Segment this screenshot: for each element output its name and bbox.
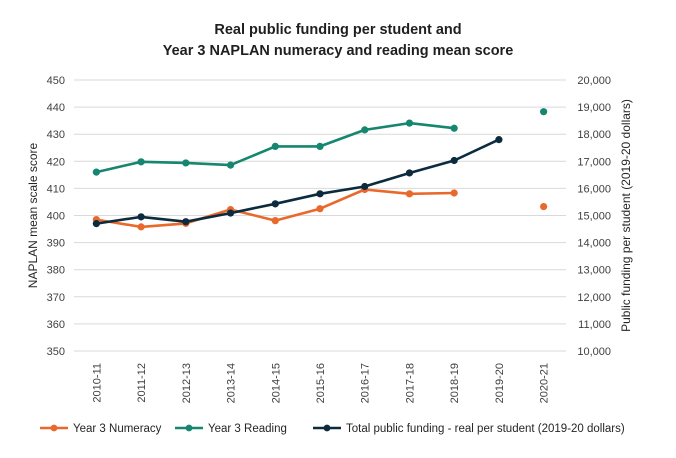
y-right-tick-label: 13,000 (577, 265, 611, 277)
x-tick-label: 2016-17 (360, 363, 372, 403)
data-point-series-2 (405, 119, 414, 127)
data-point-series-1 (405, 190, 414, 198)
y-right-axis-label: Public funding per student (2019-20 doll… (619, 99, 633, 332)
x-tick-label: 2011-12 (136, 363, 148, 403)
data-point-series-2 (540, 108, 548, 116)
x-tick-label: 2015-16 (315, 363, 327, 403)
legend-marker-2 (185, 424, 193, 432)
y-right-tick-label: 19,000 (577, 102, 611, 114)
x-tick-label: 2017-18 (404, 363, 416, 403)
data-point-series-2 (271, 142, 279, 150)
y-right-tick-label: 20,000 (577, 75, 611, 87)
legend-label-1: Year 3 Numeracy (73, 423, 162, 435)
data-point-series-3 (226, 209, 235, 217)
y-left-tick-label: 350 (47, 346, 65, 358)
data-point-series-1 (316, 205, 324, 213)
data-point-series-2 (92, 168, 100, 176)
y-right-tick-label: 10,000 (577, 346, 611, 358)
chart-title-line-2: Year 3 NAPLAN numeracy and reading mean … (162, 43, 514, 59)
series-line-3 (96, 138, 500, 225)
legend-label-2: Year 3 Reading (208, 423, 287, 435)
legend-marker-3 (323, 424, 331, 432)
x-tick-label: 2019-20 (494, 363, 506, 403)
x-tick-label: 2014-15 (270, 363, 282, 403)
y-left-tick-label: 420 (47, 156, 65, 168)
chart-title: Real public funding per student and Year… (0, 20, 676, 62)
data-point-series-2 (450, 124, 458, 132)
x-tick-label: 2018-19 (449, 363, 461, 403)
legend-label-3: Total public funding - real per student … (346, 423, 625, 435)
data-point-series-2 (361, 126, 369, 134)
data-point-series-1 (450, 189, 458, 197)
legend-marker-1 (50, 424, 58, 432)
x-tick-label: 2020-21 (539, 363, 551, 403)
y-left-tick-label: 370 (47, 292, 65, 304)
data-point-series-3 (316, 190, 324, 198)
x-tick-label: 2012-13 (181, 363, 193, 403)
x-tick-label: 2013-14 (226, 363, 238, 403)
data-point-series-2 (137, 158, 145, 166)
y-right-tick-label: 11,000 (578, 319, 611, 331)
y-left-tick-label: 390 (47, 238, 65, 250)
chart-title-line-1: Real public funding per student and (214, 22, 462, 38)
data-point-series-3 (137, 213, 145, 221)
data-point-series-3 (182, 218, 190, 226)
y-right-tick-label: 16,000 (577, 183, 611, 195)
y-right-tick-label: 18,000 (577, 129, 611, 141)
y-left-tick-label: 410 (47, 183, 65, 195)
y-right-tick-label: 14,000 (577, 238, 611, 250)
data-point-series-2 (226, 161, 235, 169)
y-left-tick-label: 360 (47, 319, 65, 331)
data-point-series-3 (495, 136, 503, 144)
y-right-tick-label: 12,000 (577, 292, 611, 304)
y-left-axis-label: NAPLAN mean scale score (26, 142, 40, 288)
data-point-series-3 (92, 220, 100, 228)
data-point-series-3 (450, 156, 458, 165)
data-point-series-2 (316, 142, 324, 150)
y-left-tick-label: 400 (47, 211, 65, 223)
y-left-tick-label: 380 (47, 265, 65, 277)
data-point-series-3 (361, 182, 369, 191)
y-right-tick-label: 15,000 (577, 211, 611, 223)
data-point-series-1 (540, 202, 548, 211)
data-point-series-2 (182, 159, 190, 167)
data-point-series-3 (405, 169, 414, 177)
data-point-series-1 (271, 217, 279, 225)
y-left-tick-label: 450 (47, 75, 65, 87)
data-point-series-1 (137, 223, 145, 231)
y-right-tick-label: 17,000 (577, 156, 611, 168)
y-left-tick-label: 430 (47, 129, 65, 141)
y-left-tick-label: 440 (47, 102, 65, 114)
data-point-series-3 (271, 200, 279, 208)
x-tick-label: 2010-11 (91, 363, 103, 403)
